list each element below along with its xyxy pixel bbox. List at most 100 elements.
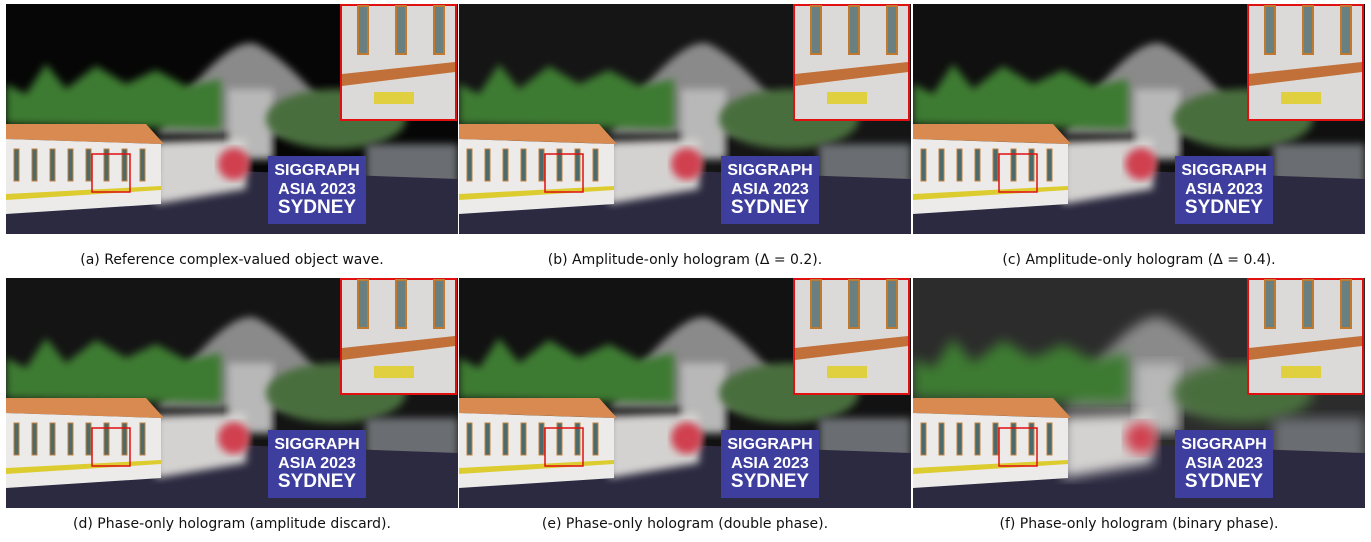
window [974,148,981,182]
window [574,422,581,456]
logo [671,148,703,180]
inset-window [886,5,898,55]
inset-window [1302,279,1314,329]
window [538,148,545,182]
roof [6,124,164,144]
window [920,422,927,456]
inset-window [810,279,822,329]
sign [1175,156,1273,224]
window [520,422,527,456]
inset-window [433,5,445,55]
wall [6,413,161,488]
window [49,148,56,182]
sign-text: SYDNEY [731,197,809,218]
inset-window [1340,279,1352,329]
inset-stripe [1249,336,1362,360]
inset-yellow [1281,366,1321,378]
inset-window [848,5,860,55]
logo [218,148,250,180]
sign-text: SYDNEY [278,471,356,492]
sign-text: SYDNEY [731,471,809,492]
trees [913,338,1128,403]
roof [459,398,617,418]
trees [459,64,674,129]
window [938,148,945,182]
window [85,422,92,456]
sign [1175,430,1273,498]
inset-yellow [827,366,867,378]
window [592,148,599,182]
zoom-box [91,153,131,193]
sign-text: ASIA 2023 [278,455,356,472]
wall [6,139,161,214]
trees [459,338,674,403]
yellow-strip [6,186,161,200]
window [13,422,20,456]
window [67,422,74,456]
window [502,148,509,182]
window [938,422,945,456]
window [502,422,509,456]
inset-window [395,279,407,329]
hologram-image: SIGGRAPH ASIA 2023 SYDNEY [913,278,1365,508]
sign-text: SIGGRAPH [727,436,812,453]
window [139,422,146,456]
window [31,422,38,456]
roof [459,124,617,144]
sign-text: SIGGRAPH [727,162,812,179]
trees [6,64,221,129]
roof [6,398,164,418]
inset-window [848,279,860,329]
sign [268,430,366,498]
yellow-strip [913,460,1068,474]
zoom-box [998,427,1038,467]
logo [218,422,250,454]
window [956,148,963,182]
caption: (c) Amplitude-only hologram (Δ = 0.4). [1002,252,1276,268]
window [67,148,74,182]
caption: (a) Reference complex-valued object wave… [80,252,384,268]
window [992,422,999,456]
zoom-box [91,427,131,467]
sign-text: SYDNEY [1185,197,1263,218]
window [556,148,563,182]
window [31,148,38,182]
window [1028,148,1035,182]
sign-text: SIGGRAPH [1181,436,1266,453]
wall [913,139,1068,214]
wall [913,413,1068,488]
sign-text: ASIA 2023 [1185,455,1263,472]
inset-yellow [1281,92,1321,104]
hologram-image: SIGGRAPH ASIA 2023 SYDNEY [6,4,458,234]
zoom-box [998,153,1038,193]
window [1046,422,1053,456]
sign-text: SIGGRAPH [274,162,359,179]
inset-stripe [795,336,908,360]
inset-window [1340,5,1352,55]
inset-window [357,5,369,55]
inset-stripe [342,62,455,86]
caption: (d) Phase-only hologram (amplitude disca… [73,516,391,532]
logo [1125,148,1157,180]
window [592,422,599,456]
sign [721,430,819,498]
sign-text: SYDNEY [278,197,356,218]
window [103,422,110,456]
window [484,148,491,182]
yellow-strip [459,460,614,474]
window [1046,148,1053,182]
logo [671,422,703,454]
inset-window [1264,279,1276,329]
window [484,422,491,456]
inset-window [395,5,407,55]
inset-window [810,5,822,55]
window [574,148,581,182]
inset-window [1302,5,1314,55]
wall [459,139,614,214]
inset-stripe [795,62,908,86]
window [49,422,56,456]
window [466,422,473,456]
